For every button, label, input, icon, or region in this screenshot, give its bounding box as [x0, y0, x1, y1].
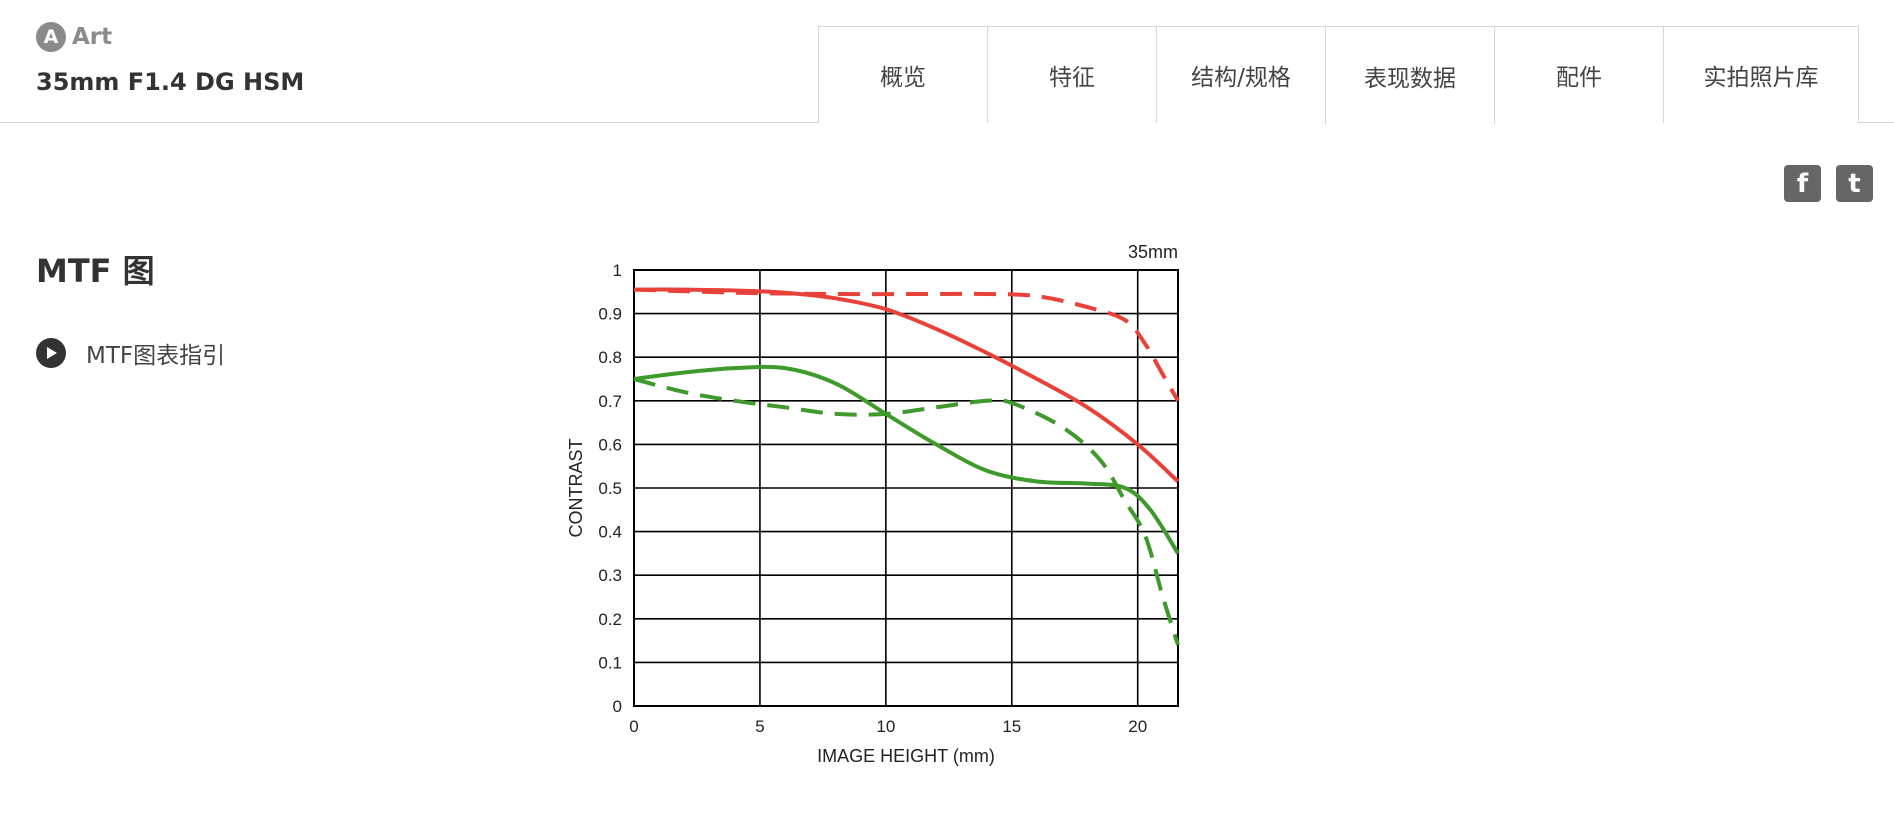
x-tick-label: 15: [1002, 717, 1021, 736]
mtf-series-line-2: [633, 287, 1180, 402]
y-tick-label: 0.4: [598, 523, 622, 542]
mtf-series-line-4: [633, 377, 1180, 646]
y-tick-label: 0.1: [598, 653, 622, 672]
play-circle-icon: [36, 338, 66, 368]
x-tick-label: 10: [876, 717, 895, 736]
y-tick-label: 0.9: [598, 305, 622, 324]
facebook-icon[interactable]: f: [1784, 165, 1821, 202]
chart-title: 35mm: [1128, 242, 1178, 262]
tab-performance-data[interactable]: 表现数据: [1325, 26, 1495, 124]
y-tick-label: 0.2: [598, 610, 622, 629]
product-title: 35mm F1.4 DG HSM: [36, 68, 305, 96]
tab-specifications[interactable]: 结构/规格: [1156, 26, 1326, 123]
series-name: Art: [72, 24, 113, 50]
y-tick-label: 0.7: [598, 392, 622, 411]
mtf-series-line-1: [633, 287, 1180, 483]
series-badge: A Art: [36, 22, 112, 52]
y-tick-label: 0.8: [598, 348, 622, 367]
y-tick-label: 0.6: [598, 435, 622, 454]
tab-sample-gallery[interactable]: 实拍照片库: [1663, 26, 1859, 123]
share-buttons: f t: [1784, 165, 1873, 202]
x-axis-label: IMAGE HEIGHT (mm): [817, 746, 995, 766]
tab-features[interactable]: 特征: [987, 26, 1157, 123]
y-tick-label: 1: [613, 261, 622, 280]
twitter-icon[interactable]: t: [1836, 165, 1873, 202]
mtf-chart: 00.10.20.30.40.50.60.70.80.910 5 10 15 2035m…: [566, 242, 1180, 766]
product-tabs: 概览 特征 结构/规格 表现数据 配件 实拍照片库: [818, 26, 1859, 124]
x-tick-label: 5: [755, 717, 764, 736]
play-triangle: [47, 347, 57, 359]
y-axis-label: CONTRAST: [566, 438, 586, 537]
page-header: A Art 35mm F1.4 DG HSM 概览 特征 结构/规格 表现数据 …: [0, 0, 1894, 124]
x-tick-label: 20: [1128, 717, 1147, 736]
tab-overview[interactable]: 概览: [818, 26, 988, 123]
x-tick-label: 0: [629, 717, 638, 736]
art-series-icon: A: [36, 22, 66, 52]
y-tick-label: 0: [613, 697, 622, 716]
tab-accessories[interactable]: 配件: [1494, 26, 1664, 123]
mtf-guide-link[interactable]: MTF图表指引: [36, 336, 225, 370]
mtf-guide-link-label: MTF图表指引: [86, 343, 226, 369]
y-tick-label: 0.5: [598, 479, 622, 498]
y-tick-label: 0.3: [598, 566, 622, 585]
section-title: MTF 图: [36, 252, 155, 290]
mtf-series-line-3: [633, 364, 1180, 555]
